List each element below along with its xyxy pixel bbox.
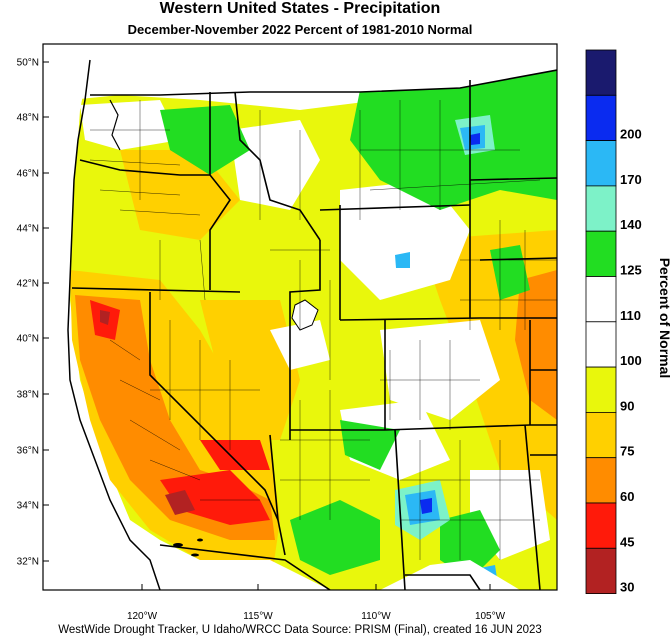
- legend-swatch: [585, 276, 617, 323]
- lat-tick-label: 34°N: [17, 501, 39, 512]
- legend-label: 170: [620, 172, 642, 187]
- legend-swatch: [585, 547, 617, 594]
- legend-swatch: [585, 366, 617, 413]
- legend-swatch: [585, 321, 617, 368]
- lat-tick-label: 44°N: [17, 224, 39, 235]
- lat-tick-label: 48°N: [17, 113, 39, 124]
- latitude-ticks: 50°N 48°N 46°N 44°N 42°N 40°N 38°N 36°N 34°N 32°N: [17, 58, 49, 568]
- legend-swatch: [585, 94, 617, 142]
- coastline: [67, 59, 161, 590]
- legend-swatch: [585, 502, 617, 549]
- lat-tick-label: 42°N: [17, 279, 39, 290]
- legend-swatch: [585, 140, 617, 187]
- footer-credit: WestWide Drought Tracker, U Idaho/WRCC D…: [58, 624, 542, 636]
- puget-sound: [109, 99, 121, 151]
- map-title: Western United States - Precipitation: [159, 0, 441, 17]
- map-frame: [42, 43, 558, 591]
- longitude-ticks: 120°W 115°W 110°W 105°W: [127, 584, 506, 620]
- legend-swatch: [585, 185, 617, 232]
- channel-islands: [173, 538, 203, 557]
- legend-label: 60: [620, 489, 634, 504]
- legend-label: 200: [620, 127, 642, 142]
- state-boundaries: [71, 80, 557, 590]
- map-field: [43, 44, 557, 590]
- legend-label: 100: [620, 353, 642, 368]
- precipitation-map: 50°N 48°N 46°N 44°N 42°N 40°N 38°N 36°N 34°N 32°N…: [17, 43, 558, 620]
- map-subtitle: December-November 2022 Percent of 1981-2…: [127, 22, 473, 37]
- lon-tick-label: 120°W: [127, 611, 158, 620]
- legend-label: 45: [620, 534, 634, 549]
- legend-label: 140: [620, 217, 642, 232]
- lat-tick-label: 50°N: [17, 58, 39, 69]
- legend-label: 90: [620, 398, 634, 413]
- legend-swatch: [585, 411, 617, 459]
- lat-tick-label: 46°N: [17, 169, 39, 180]
- legend-swatch: [585, 457, 617, 504]
- legend-label: 75: [620, 444, 634, 459]
- canada-border: [90, 69, 557, 96]
- lat-tick-label: 36°N: [17, 446, 39, 457]
- lon-tick-label: 105°W: [475, 611, 506, 620]
- legend-title: Percent of Normal: [657, 258, 670, 379]
- lat-tick-label: 38°N: [17, 390, 39, 401]
- legend-swatch: [585, 49, 617, 96]
- color-legend: 200 170 140 125 110 100 90 75 60 45 30 Percent of …: [585, 49, 670, 595]
- legend-label: 125: [620, 263, 642, 278]
- legend-label: 30: [620, 580, 634, 595]
- lon-tick-label: 110°W: [361, 611, 391, 620]
- legend-label: 110: [620, 308, 641, 323]
- lat-tick-label: 40°N: [17, 334, 39, 345]
- lat-tick-label: 32°N: [17, 557, 39, 568]
- lon-tick-label: 115°W: [243, 611, 273, 620]
- legend-swatch: [585, 230, 617, 277]
